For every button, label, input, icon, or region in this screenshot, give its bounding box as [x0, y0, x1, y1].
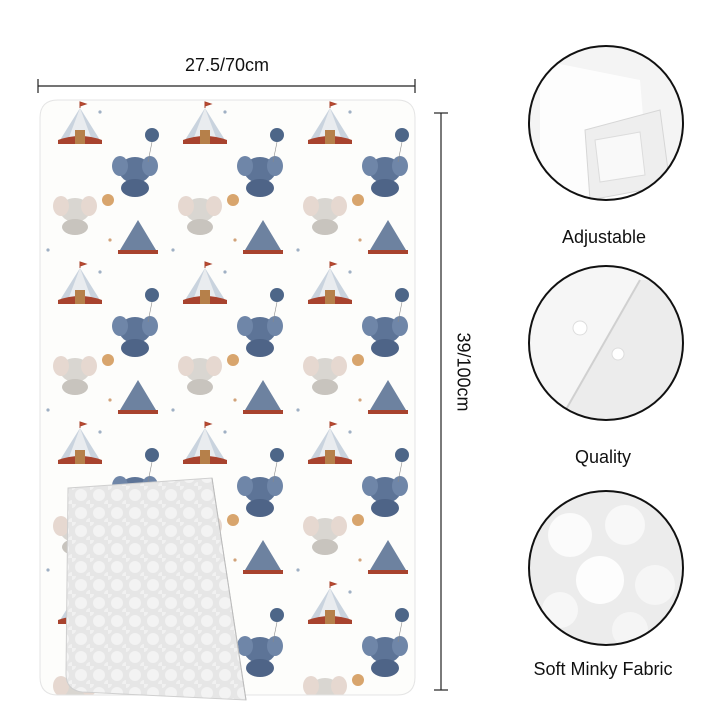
feature-label: Soft Minky Fabric — [533, 659, 672, 679]
feature-label: Adjustable — [562, 227, 646, 247]
length-dimension: 39/100cm — [434, 112, 473, 691]
feature-adjustable: Adjustable — [528, 45, 684, 247]
width-label: 27.5/70cm — [185, 55, 269, 75]
length-label: 39/100cm — [453, 332, 473, 411]
feature-quality: Quality — [528, 265, 684, 467]
width-dimension: 27.5/70cm — [37, 55, 416, 93]
feature-label: Quality — [575, 447, 631, 467]
changing-mat — [39, 99, 416, 701]
feature-minky: Soft Minky Fabric — [528, 490, 684, 679]
